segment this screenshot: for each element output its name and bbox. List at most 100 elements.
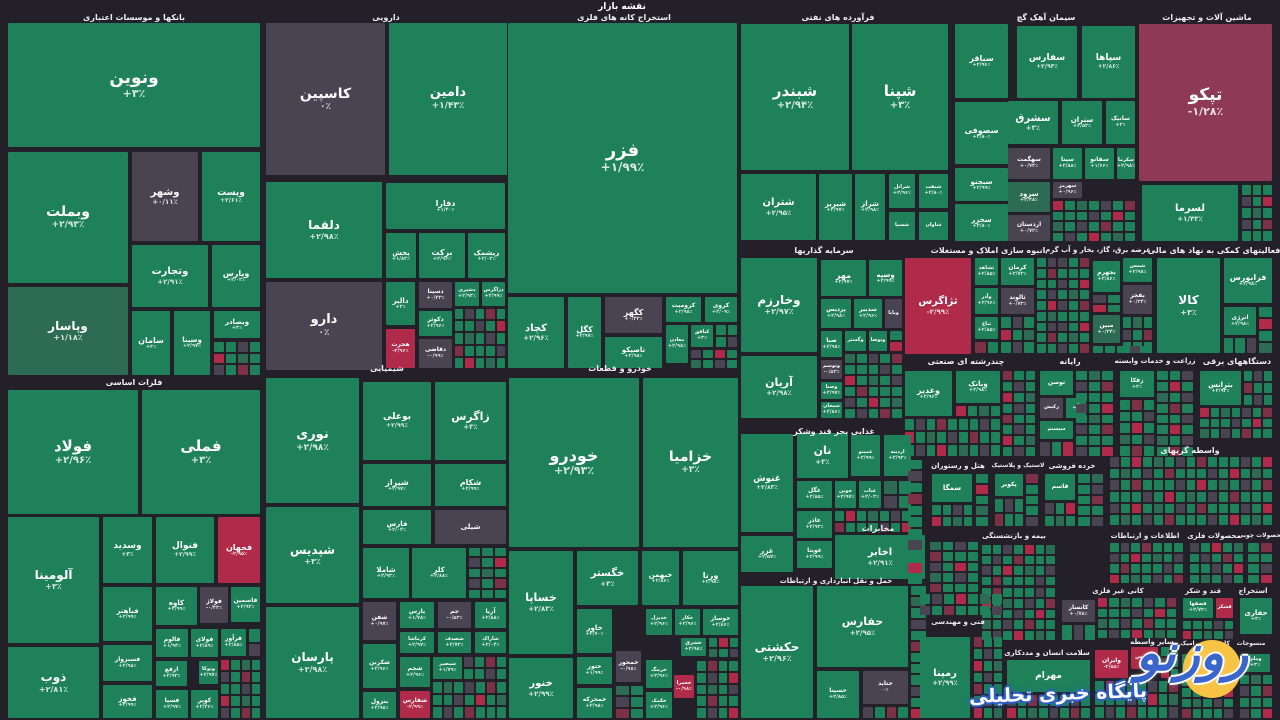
stock-cell[interactable]: خکمک +۲/۹۶٪ xyxy=(646,692,672,718)
mini-cell[interactable] xyxy=(1095,694,1104,705)
mini-cell[interactable] xyxy=(1246,338,1256,353)
mini-cell[interactable] xyxy=(976,517,988,526)
stock-cell[interactable]: پخش +۱/۸۴٪ xyxy=(386,233,416,278)
mini-cell[interactable] xyxy=(1242,418,1251,428)
mini-cell[interactable] xyxy=(1046,555,1055,564)
mini-cell[interactable] xyxy=(718,708,728,718)
mini-cell[interactable] xyxy=(1014,371,1024,380)
mini-cell[interactable] xyxy=(1058,333,1067,343)
mini-cell[interactable] xyxy=(980,445,990,456)
stock-cell[interactable]: غناب +۲/۰۲٪ xyxy=(859,481,881,508)
mini-cell[interactable] xyxy=(980,594,990,604)
mini-cell[interactable] xyxy=(942,583,953,592)
mini-cell[interactable] xyxy=(1241,468,1251,479)
stock-cell[interactable]: رکیش xyxy=(1040,398,1063,418)
mini-cell[interactable] xyxy=(251,684,260,694)
mini-cell[interactable] xyxy=(1120,543,1130,552)
mini-cell[interactable] xyxy=(911,697,926,707)
mini-cell[interactable] xyxy=(1113,211,1123,220)
mini-cell[interactable] xyxy=(1148,707,1157,718)
mini-cell[interactable] xyxy=(616,708,629,718)
mini-cell[interactable] xyxy=(1213,687,1223,697)
mini-cell[interactable] xyxy=(1158,681,1168,692)
mini-cell[interactable] xyxy=(868,376,879,385)
mini-cell[interactable] xyxy=(707,708,717,718)
mini-cell[interactable] xyxy=(1200,408,1209,417)
mini-cell[interactable] xyxy=(1142,574,1151,583)
mini-cell[interactable] xyxy=(1131,564,1141,573)
mini-cell[interactable] xyxy=(1120,423,1130,433)
mini-cell[interactable] xyxy=(868,387,879,396)
mini-cell[interactable] xyxy=(715,360,725,368)
mini-cell[interactable] xyxy=(1144,423,1154,433)
stock-cell[interactable]: دزاگرس +۲/۹۹٪ xyxy=(482,282,505,306)
stock-cell[interactable]: کرومیت +۲/۹۸٪ xyxy=(666,297,701,322)
mini-cell[interactable] xyxy=(1014,414,1024,424)
mini-cell[interactable] xyxy=(1060,707,1069,718)
stock-cell[interactable]: شاملا +۲/۹۳٪ xyxy=(363,548,409,598)
mini-cell[interactable] xyxy=(482,579,493,588)
stock-cell[interactable]: فملی +۳٪ xyxy=(142,390,260,514)
mini-cell[interactable] xyxy=(1242,219,1251,230)
mini-cell[interactable] xyxy=(1131,480,1141,490)
mini-cell[interactable] xyxy=(1123,317,1132,328)
mini-cell[interactable] xyxy=(1244,395,1252,405)
mini-cell[interactable] xyxy=(990,406,1000,416)
stock-cell[interactable]: قشکر xyxy=(1216,598,1233,618)
stock-cell[interactable]: دامین +۱/۴۳٪ xyxy=(389,23,507,175)
mini-cell[interactable] xyxy=(1003,566,1013,575)
stock-cell[interactable]: فسبزوار +۲/۹۸٪ xyxy=(103,645,152,681)
stock-cell[interactable]: ثشاهد +۲/۸۵٪ xyxy=(975,258,998,285)
mini-cell[interactable] xyxy=(963,516,972,526)
mini-cell[interactable] xyxy=(1102,425,1113,435)
mini-cell[interactable] xyxy=(1230,503,1240,514)
mini-cell[interactable] xyxy=(214,365,224,375)
mini-cell[interactable] xyxy=(995,499,1003,512)
mini-cell[interactable] xyxy=(1037,279,1046,289)
stock-cell[interactable]: وآذر +۲/۹۶٪ xyxy=(975,288,998,314)
mini-cell[interactable] xyxy=(1212,574,1221,583)
mini-cell[interactable] xyxy=(932,605,942,615)
stock-cell[interactable]: معادن +۲/۹۸٪ xyxy=(666,325,688,363)
mini-cell[interactable] xyxy=(1224,677,1233,686)
mini-cell[interactable] xyxy=(908,574,922,584)
mini-cell[interactable] xyxy=(475,707,485,718)
mini-cell[interactable] xyxy=(1158,707,1168,718)
stock-cell[interactable]: سمگا xyxy=(932,474,972,502)
mini-cell[interactable] xyxy=(979,406,989,416)
mini-cell[interactable] xyxy=(868,398,879,407)
stock-cell[interactable]: خوساز +۲/۸۶٪ xyxy=(703,609,738,635)
mini-cell[interactable] xyxy=(718,684,728,695)
mini-cell[interactable] xyxy=(1024,631,1034,640)
mini-cell[interactable] xyxy=(1109,598,1119,607)
mini-cell[interactable] xyxy=(982,555,991,564)
mini-cell[interactable] xyxy=(465,707,474,718)
mini-cell[interactable] xyxy=(703,360,713,368)
mini-cell[interactable] xyxy=(1230,457,1240,467)
mini-cell[interactable] xyxy=(486,694,496,706)
mini-cell[interactable] xyxy=(911,608,926,618)
mini-cell[interactable] xyxy=(1120,629,1131,638)
mini-cell[interactable] xyxy=(1046,609,1055,619)
stock-cell[interactable]: فجهان -۲/۹۵٪ xyxy=(218,517,260,583)
stock-cell[interactable]: وبایا xyxy=(885,299,902,328)
mini-cell[interactable] xyxy=(930,552,941,561)
mini-cell[interactable] xyxy=(932,505,941,515)
mini-cell[interactable] xyxy=(1089,425,1100,435)
mini-cell[interactable] xyxy=(1223,665,1233,674)
mini-cell[interactable] xyxy=(1058,268,1067,278)
mini-cell[interactable] xyxy=(845,376,855,385)
mini-cell[interactable] xyxy=(955,583,966,592)
mini-cell[interactable] xyxy=(1120,492,1130,502)
mini-cell[interactable] xyxy=(890,522,900,532)
mini-cell[interactable] xyxy=(1120,598,1131,607)
mini-cell[interactable] xyxy=(1241,480,1251,490)
mini-cell[interactable] xyxy=(226,342,236,352)
stock-cell[interactable]: پارس +۱/۷۸٪ xyxy=(400,602,434,628)
mini-cell[interactable] xyxy=(1183,631,1192,639)
mini-cell[interactable] xyxy=(1166,608,1176,617)
mini-cell[interactable] xyxy=(616,686,629,696)
mini-cell[interactable] xyxy=(1077,222,1087,231)
mini-cell[interactable] xyxy=(1110,457,1119,467)
mini-cell[interactable] xyxy=(1116,694,1125,705)
